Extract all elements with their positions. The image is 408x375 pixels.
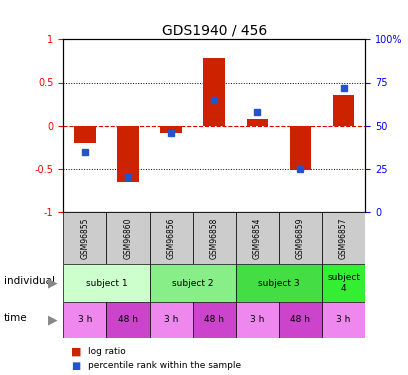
Text: percentile rank within the sample: percentile rank within the sample	[88, 361, 241, 370]
Text: subject 1: subject 1	[86, 279, 127, 288]
Text: subject 2: subject 2	[172, 279, 213, 288]
Bar	[63, 264, 149, 302]
Bar	[63, 302, 106, 338]
Bar	[322, 302, 365, 338]
Text: GSM96857: GSM96857	[339, 217, 348, 259]
Bar	[279, 302, 322, 338]
Text: 48 h: 48 h	[290, 315, 310, 324]
Bar	[117, 126, 139, 182]
Text: 48 h: 48 h	[118, 315, 138, 324]
Bar	[290, 126, 311, 171]
Text: ■: ■	[71, 347, 82, 357]
Text: 48 h: 48 h	[204, 315, 224, 324]
Text: GSM96859: GSM96859	[296, 217, 305, 259]
Text: subject
4: subject 4	[327, 273, 360, 293]
Bar	[149, 302, 193, 338]
Text: GSM96858: GSM96858	[210, 217, 219, 259]
Text: GSM96854: GSM96854	[253, 217, 262, 259]
Text: 3 h: 3 h	[337, 315, 351, 324]
Text: GSM96860: GSM96860	[124, 217, 133, 259]
Text: log ratio: log ratio	[88, 347, 126, 356]
Text: 3 h: 3 h	[78, 315, 92, 324]
Bar	[333, 96, 355, 126]
Bar	[149, 212, 193, 264]
Bar	[193, 212, 236, 264]
Bar	[149, 264, 236, 302]
Bar	[106, 302, 149, 338]
Bar	[106, 212, 149, 264]
Text: GDS1940 / 456: GDS1940 / 456	[162, 24, 267, 38]
Bar	[193, 302, 236, 338]
Bar	[204, 58, 225, 126]
Text: GSM96855: GSM96855	[80, 217, 89, 259]
Bar	[322, 264, 365, 302]
Text: individual: individual	[4, 276, 55, 286]
Bar	[246, 119, 268, 126]
Bar	[322, 212, 365, 264]
Text: ▶: ▶	[48, 313, 58, 326]
Text: ■: ■	[71, 361, 81, 370]
Text: subject 3: subject 3	[258, 279, 300, 288]
Bar	[63, 212, 106, 264]
Text: GSM96856: GSM96856	[166, 217, 175, 259]
Text: time: time	[4, 313, 28, 323]
Bar	[160, 126, 182, 132]
Text: 3 h: 3 h	[164, 315, 178, 324]
Bar	[236, 264, 322, 302]
Text: 3 h: 3 h	[250, 315, 264, 324]
Bar	[279, 212, 322, 264]
Text: ▶: ▶	[48, 277, 58, 290]
Bar	[236, 302, 279, 338]
Bar	[74, 126, 95, 143]
Bar	[236, 212, 279, 264]
